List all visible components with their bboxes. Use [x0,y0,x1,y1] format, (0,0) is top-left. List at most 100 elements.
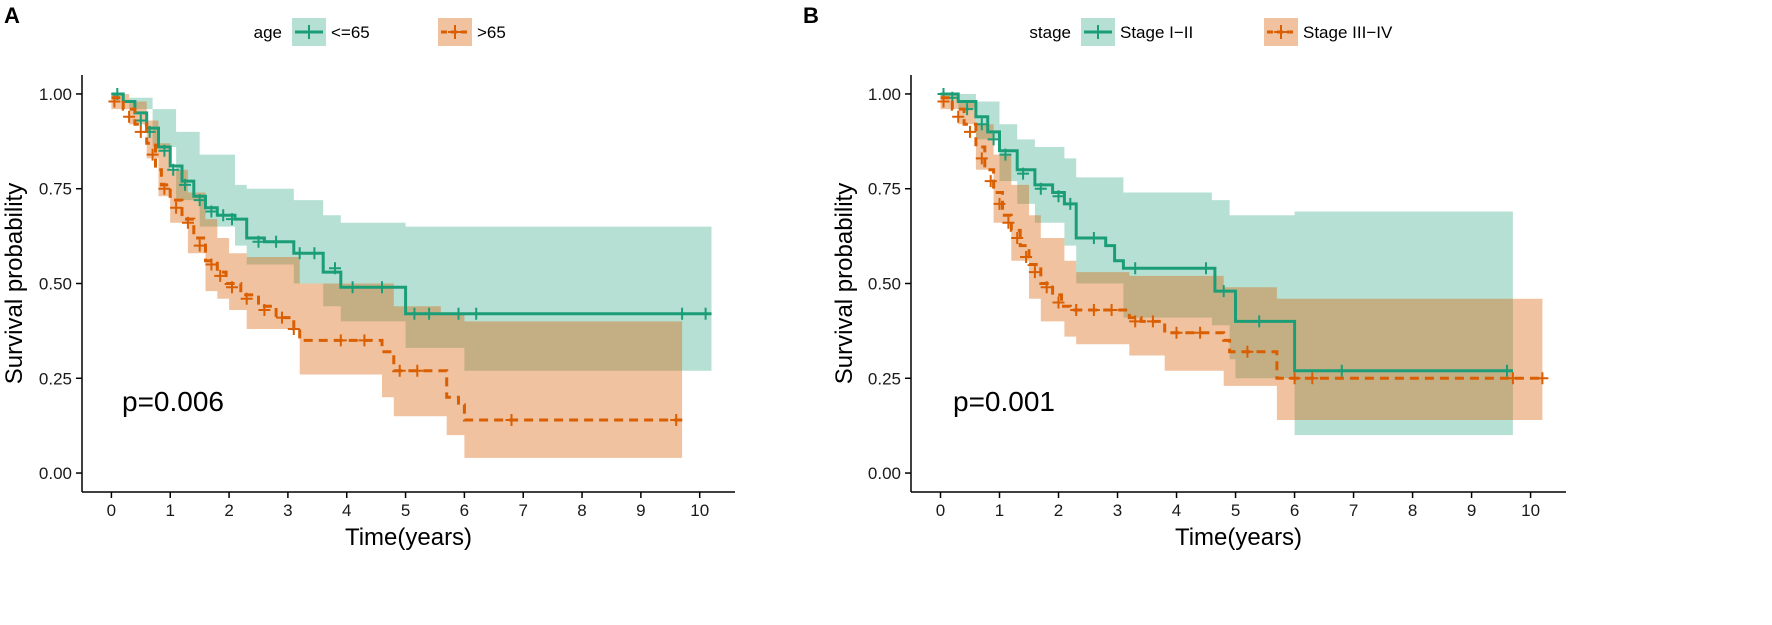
x-tick-label: 7 [1349,501,1358,520]
x-tick-label: 1 [995,501,1004,520]
censor-mark [1146,315,1159,328]
y-tick-label: 0.75 [39,180,72,199]
censor-mark [1087,232,1100,244]
ci-band-series1 [940,94,1513,436]
censor-mark [393,364,406,377]
censor-mark [1200,262,1212,275]
y-tick-label: 0.25 [868,369,901,388]
censor-mark [1288,372,1301,385]
legend-label: >65 [477,23,506,42]
y-axis-title: Survival probability [831,183,858,384]
censor-mark [346,281,359,294]
censor-mark [170,201,183,214]
censor-mark [670,414,683,426]
censor-mark [1217,285,1230,298]
legend-key-censor-mark [1274,25,1288,39]
p-value-annotation: p=0.001 [953,386,1055,417]
y-tick-label: 0.75 [868,180,901,199]
censor-mark [993,197,1006,210]
censor-mark [1028,266,1041,279]
x-axis-title: Time(years) [345,524,472,551]
censor-mark [952,110,965,123]
censor-mark [287,323,300,335]
censor-mark [1087,304,1100,316]
panel-letter: A [4,3,20,28]
censor-mark [205,205,218,218]
y-tick-label: 0.00 [868,464,901,483]
x-tick-label: 8 [577,501,586,520]
legend: stage Stage I−II Stage III−IV [1029,18,1393,46]
censor-mark [179,178,191,191]
censor-mark [1129,315,1142,328]
x-tick-label: 6 [460,501,469,520]
censor-mark [1335,364,1348,377]
ci-band-series1 [111,94,712,371]
censor-mark [408,307,421,320]
censor-mark [193,239,206,252]
censor-mark [1002,216,1015,229]
x-tick-label: 0 [936,501,945,520]
censor-mark [108,95,121,108]
censor-mark [240,292,253,305]
censor-mark [937,95,950,108]
panel-letter: B [803,3,819,28]
censor-mark [158,182,171,195]
x-tick-label: 4 [1172,501,1181,520]
censor-mark [1536,372,1549,385]
y-tick-label: 0.50 [868,275,901,294]
censor-mark [1105,304,1118,316]
legend-label: Stage III−IV [1303,23,1393,42]
censor-mark [252,235,265,248]
censor-mark [984,175,997,188]
ci-band-series2 [111,94,683,458]
censor-mark [1017,167,1030,180]
x-tick-label: 9 [1467,501,1476,520]
x-tick-label: 10 [690,501,709,520]
censor-mark [1040,281,1053,294]
legend-key-censor-mark [448,25,462,39]
censor-mark [226,281,238,294]
x-tick-label: 7 [518,501,527,520]
censor-mark [134,114,147,127]
censor-mark [358,334,371,347]
x-tick-label: 5 [1231,501,1240,520]
legend-title: age [254,23,282,42]
censor-mark [329,262,341,275]
x-tick-label: 0 [107,501,116,520]
legend: age <=65 >65 [254,18,506,46]
y-tick-label: 0.50 [39,275,72,294]
x-tick-label: 2 [224,501,233,520]
x-tick-label: 4 [342,501,351,520]
censor-mark [1241,345,1254,358]
p-value-annotation: p=0.006 [122,386,224,417]
censor-mark [1506,372,1519,385]
censor-mark [1170,326,1183,339]
censor-mark [676,307,689,320]
censor-mark [699,307,712,320]
censor-mark [334,334,347,347]
censor-mark [505,414,518,426]
censor-mark [293,247,306,260]
censor-mark [158,144,171,157]
censor-mark [1052,190,1065,203]
censor-mark [975,152,988,165]
y-tick-label: 1.00 [39,85,72,104]
x-tick-label: 5 [401,501,410,520]
y-tick-label: 0.25 [39,369,72,388]
censor-mark [123,110,136,123]
censor-mark [1501,364,1513,377]
x-tick-label: 2 [1054,501,1063,520]
censor-mark [146,148,159,161]
censor-mark [1194,326,1207,339]
legend-key-censor-mark [302,25,316,39]
censor-mark [376,281,388,294]
y-tick-label: 1.00 [868,85,901,104]
censor-mark [276,311,288,324]
censor-mark [1011,232,1024,244]
legend-label: Stage I−II [1120,23,1193,42]
censor-mark [258,304,271,316]
censor-mark [1129,262,1142,275]
censor-mark [411,364,424,377]
ci-band-series2 [940,94,1543,420]
x-tick-label: 6 [1290,501,1299,520]
